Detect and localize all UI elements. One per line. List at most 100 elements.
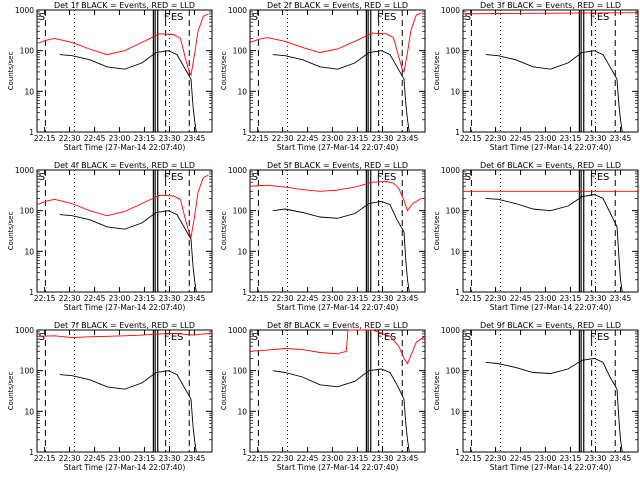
time-marker-letter: S <box>465 12 471 23</box>
x-tick-label: 23:15 <box>134 454 156 463</box>
y-tick-label: 10 <box>24 87 34 96</box>
time-marker-letter: S <box>603 172 609 183</box>
x-tick-label: 22:30 <box>272 294 294 303</box>
y-axis-label: Counts/sec <box>220 372 228 411</box>
x-axis-label: Start Time (27-Mar-14 22:07:40) <box>490 463 612 472</box>
y-tick-label: 1000 <box>15 6 34 15</box>
time-marker-letter: S <box>390 172 396 183</box>
detector-panel: Det 1f BLACK = Events, RED = LLD 1 10 100 10… <box>7 1 213 152</box>
x-tick-label: 22:45 <box>510 454 532 463</box>
events-series-line <box>59 370 197 453</box>
panel-title: Det 5f BLACK = Events, RED = LLD <box>267 161 408 170</box>
x-tick-label: 22:30 <box>485 134 507 143</box>
x-tick-label: 23:15 <box>347 134 369 143</box>
detector-panel: Det 9f BLACK = Events, RED = LLD 1 10 100 10… <box>433 321 639 472</box>
x-tick-label: 23:45 <box>397 294 419 303</box>
time-marker-letter: F <box>590 12 596 23</box>
time-marker-letter: S <box>252 332 258 343</box>
x-tick-label: 22:30 <box>485 294 507 303</box>
detector-panel: Det 7f BLACK = Events, RED = LLD 1 10 100 10… <box>7 321 213 472</box>
x-tick-label: 23:45 <box>610 454 632 463</box>
y-axis-label: Counts/sec <box>220 52 228 91</box>
plot-frame <box>462 9 639 133</box>
x-tick-label: 23:30 <box>585 294 607 303</box>
plot-frame <box>36 9 213 133</box>
time-marker-letter: F <box>590 172 596 183</box>
x-tick-label: 23:30 <box>159 294 181 303</box>
x-tick-label: 22:45 <box>84 454 106 463</box>
y-tick-label: 10 <box>24 407 34 416</box>
y-tick-label: 10 <box>450 407 460 416</box>
events-series-line <box>272 368 410 453</box>
time-marker-letter: S <box>252 12 258 23</box>
y-tick-label: 100 <box>20 207 35 216</box>
x-axis-label: Start Time (27-Mar-14 22:07:40) <box>277 303 399 312</box>
x-tick-label: 22:30 <box>272 134 294 143</box>
lld-series-line <box>249 12 422 74</box>
x-tick-label: 23:00 <box>322 454 344 463</box>
events-series-line <box>485 50 623 133</box>
plot-frame <box>462 329 639 453</box>
y-tick-label: 1 <box>29 448 34 457</box>
panel-title: Det 1f BLACK = Events, RED = LLD <box>54 1 195 10</box>
y-tick-label: 100 <box>446 367 461 376</box>
detector-panel: Det 3f BLACK = Events, RED = LLD 1 10 100 10… <box>433 1 639 152</box>
x-axis-label: Start Time (27-Mar-14 22:07:40) <box>277 463 399 472</box>
time-marker-letter: E <box>597 12 603 23</box>
x-tick-label: 22:15 <box>34 454 56 463</box>
y-tick-label: 100 <box>233 47 248 56</box>
detector-panel: Det 2f BLACK = Events, RED = LLD 1 10 100 10… <box>220 1 426 152</box>
time-marker-letter: E <box>171 332 177 343</box>
time-marker-letter: F <box>377 12 383 23</box>
y-axis-label: Counts/sec <box>7 52 15 91</box>
lld-series-line <box>36 174 209 240</box>
plot-frame <box>36 169 213 293</box>
x-axis-label: Start Time (27-Mar-14 22:07:40) <box>64 143 186 152</box>
x-tick-label: 23:30 <box>372 454 394 463</box>
events-series-line <box>272 50 410 133</box>
time-marker-letter: S <box>177 172 183 183</box>
x-axis-label: Start Time (27-Mar-14 22:07:40) <box>64 463 186 472</box>
y-axis-label: Counts/sec <box>7 372 15 411</box>
time-marker-letter: S <box>603 12 609 23</box>
y-tick-label: 1 <box>455 448 460 457</box>
x-tick-label: 23:15 <box>347 294 369 303</box>
y-tick-label: 1000 <box>228 326 247 335</box>
x-tick-label: 22:15 <box>34 134 56 143</box>
x-tick-label: 23:15 <box>134 294 156 303</box>
time-marker-letter: S <box>39 172 45 183</box>
x-tick-label: 23:30 <box>159 134 181 143</box>
x-tick-label: 23:45 <box>184 454 206 463</box>
x-tick-label: 23:00 <box>109 134 131 143</box>
x-tick-label: 23:30 <box>372 294 394 303</box>
x-tick-label: 23:00 <box>109 294 131 303</box>
x-tick-label: 23:15 <box>134 134 156 143</box>
x-tick-label: 22:15 <box>460 454 482 463</box>
x-tick-label: 23:00 <box>535 454 557 463</box>
time-marker-letter: E <box>597 172 603 183</box>
x-tick-label: 23:30 <box>585 454 607 463</box>
x-tick-label: 22:15 <box>247 134 269 143</box>
time-marker-letter: S <box>252 172 258 183</box>
x-tick-label: 23:45 <box>610 134 632 143</box>
detector-panel: Det 4f BLACK = Events, RED = LLD 1 10 100 10… <box>7 161 213 312</box>
x-tick-label: 22:30 <box>59 294 81 303</box>
y-tick-label: 10 <box>24 247 34 256</box>
x-tick-label: 23:15 <box>560 134 582 143</box>
x-axis-label: Start Time (27-Mar-14 22:07:40) <box>64 303 186 312</box>
time-marker-letter: S <box>603 332 609 343</box>
x-tick-label: 23:00 <box>535 294 557 303</box>
lld-series-line <box>462 12 639 15</box>
lld-series-line <box>36 13 209 77</box>
x-tick-label: 22:15 <box>247 294 269 303</box>
plot-frame <box>462 169 639 293</box>
x-tick-label: 22:30 <box>272 454 294 463</box>
y-tick-label: 1 <box>242 448 247 457</box>
x-tick-label: 22:15 <box>34 294 56 303</box>
panel-title: Det 9f BLACK = Events, RED = LLD <box>480 321 621 330</box>
y-tick-label: 1000 <box>15 166 34 175</box>
x-tick-label: 22:45 <box>510 134 532 143</box>
time-marker-letter: F <box>164 172 170 183</box>
